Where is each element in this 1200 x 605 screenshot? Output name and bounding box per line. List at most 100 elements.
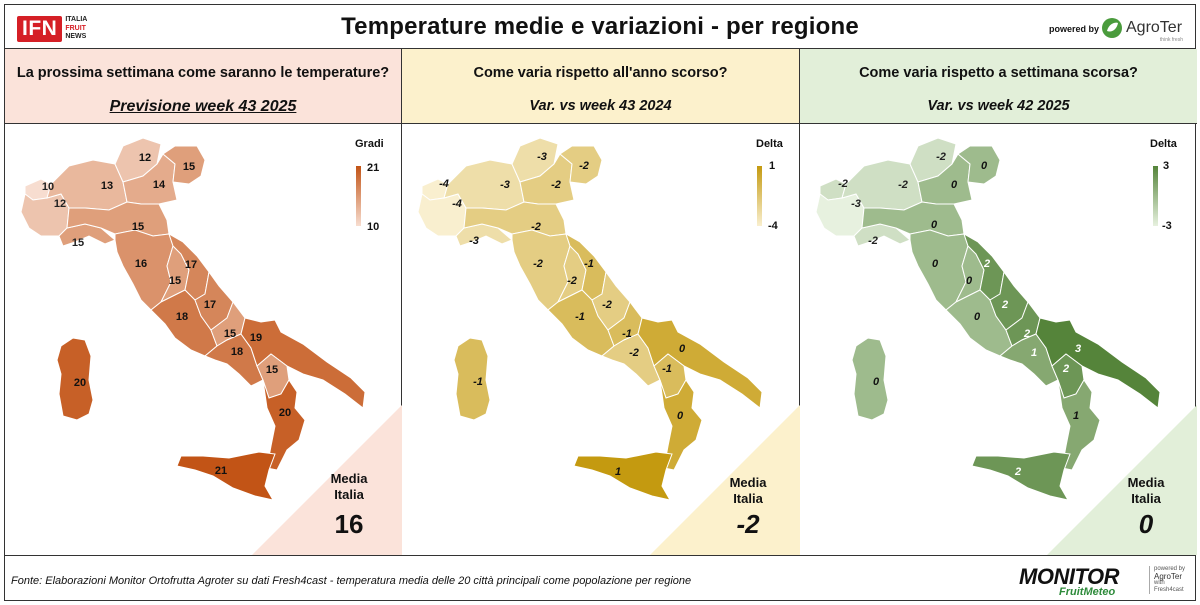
region-value-label: -1 (473, 376, 483, 388)
region-shapes (417, 137, 763, 501)
panel-var-week: Come varia rispetto a settimana scorsa? … (800, 49, 1197, 555)
region-sardegna (56, 337, 94, 421)
region-value-label: -2 (602, 299, 612, 311)
page-title: Temperature medie e variazioni - per reg… (341, 13, 859, 40)
panel-header: Come varia rispetto a settimana scorsa? … (800, 49, 1197, 124)
ifn-logo-line2: FRUIT (65, 24, 86, 32)
region-value-label: -4 (452, 198, 462, 210)
region-campania (999, 333, 1059, 387)
average-label-line1: Media (1127, 475, 1165, 490)
average-value: 16 (334, 509, 364, 539)
legend-title: Delta (756, 138, 783, 150)
region-value-label: 0 (974, 311, 981, 323)
region-value-label: 15 (183, 161, 195, 173)
region-value-label: 18 (176, 311, 188, 323)
region-value-label: 1 (1073, 410, 1079, 422)
region-value-label: -1 (575, 311, 585, 323)
region-value-label: 13 (101, 180, 113, 192)
legend-min: -3 (1162, 220, 1172, 232)
region-value-label: 12 (54, 198, 66, 210)
powered-by-label: powered by (1048, 24, 1099, 34)
monitor-logo-credit-line3: with (1154, 580, 1165, 586)
agroter-logo: AgroTer think fresh (1101, 15, 1185, 43)
panel-body: -4 -4 -3 -3 -2 -2 -3 -2 -2 -2 -1 -1 -2 -1 -2 0 -1 0 1 -1 De… (402, 124, 800, 555)
region-friuli-venezia-giulia (957, 145, 1001, 185)
region-value-label: 12 (139, 152, 151, 164)
region-value-label: 0 (951, 179, 958, 191)
legend-color-bar (356, 166, 361, 226)
legend-max: 3 (1163, 160, 1170, 172)
region-value-label: -1 (584, 258, 594, 270)
region-value-label: 15 (72, 237, 84, 249)
region-value-label: 15 (224, 328, 236, 340)
region-value-label: 0 (677, 410, 684, 422)
region-value-label: -1 (662, 363, 672, 375)
panel-subtitle: Var. vs week 43 2024 (529, 98, 672, 114)
panel-header: La prossima settimana come saranno le te… (5, 49, 401, 124)
average-label: Media Italia (309, 471, 389, 503)
region-value-label: 10 (42, 181, 54, 193)
infographic-frame: IFN ITALIA FRUIT NEWS Temperature medie … (4, 4, 1197, 601)
monitor-logo-credit-line4: Fresh4cast (1154, 587, 1184, 593)
region-value-label: 18 (231, 346, 243, 358)
legend-min: 10 (367, 221, 380, 233)
region-sicilia (176, 451, 276, 501)
monitor-fruitmeteo-logo: MONITOR FruitMeteo (1019, 564, 1147, 598)
region-value-label: 0 (981, 160, 988, 172)
legend-max: 1 (769, 160, 776, 172)
region-value-label: 20 (279, 407, 291, 419)
italy-map-var-year: -4-4-3-3-2-2-3-2-2-2-1-1-2-1-2 0-101-1 (417, 137, 800, 555)
region-shapes (20, 137, 366, 501)
ifn-logo: IFN ITALIA FRUIT NEWS (17, 15, 87, 43)
average-label-line2: Italia (733, 491, 763, 506)
average-label-line2: Italia (334, 487, 364, 502)
region-value-label: 2 (1023, 328, 1030, 340)
region-value-label: -2 (579, 160, 589, 172)
region-value-label: -2 (567, 275, 577, 287)
corner-triangle (650, 405, 800, 555)
monitor-logo-credit-line2: AgroTer (1154, 572, 1183, 581)
corner-triangle (252, 405, 402, 555)
region-value-label: 21 (215, 465, 227, 477)
region-calabria (1057, 379, 1101, 471)
region-friuli-venezia-giulia (559, 145, 603, 185)
region-value-label: -2 (868, 235, 878, 247)
region-value-label: 2 (1062, 363, 1069, 375)
legend-color-bar (1153, 166, 1158, 226)
average-value: -2 (736, 509, 760, 539)
region-sardegna (453, 337, 491, 421)
region-value-label: 20 (74, 377, 86, 389)
source-note: Fonte: Elaborazioni Monitor Ortofrutta A… (11, 575, 692, 587)
region-value-label: 1 (1031, 347, 1037, 359)
region-value-label: -2 (531, 221, 541, 233)
panel-var-year: Come varia rispetto all'anno scorso? Var… (402, 49, 800, 555)
region-value-label: 0 (679, 343, 686, 355)
panel-question: La prossima settimana come saranno le te… (16, 65, 390, 81)
monitor-logo-credits: powered by AgroTer with Fresh4cast (1149, 566, 1189, 594)
legend-max: 21 (367, 162, 380, 174)
panel-body: 10 12 13 12 14 15 15 15 16 15 17 18 17 15 18 19 15 20 21 20… (5, 124, 402, 555)
region-value-label: 1 (615, 466, 621, 478)
region-value-label: -3 (537, 151, 547, 163)
corner-triangle (1047, 405, 1197, 555)
region-sicilia (573, 451, 673, 501)
region-friuli-venezia-giulia (162, 145, 206, 185)
region-value-label: -4 (439, 178, 449, 190)
panel-forecast: La prossima settimana come saranno le te… (5, 49, 402, 555)
region-value-label: 0 (873, 376, 880, 388)
legend-color-bar (757, 166, 762, 226)
region-sicilia (971, 451, 1071, 501)
region-value-label: -2 (533, 258, 543, 270)
region-value-label: 2 (1014, 466, 1021, 478)
panel-question: Come varia rispetto all'anno scorso? (473, 65, 728, 81)
region-value-label: -3 (469, 235, 479, 247)
region-campania (601, 333, 661, 387)
region-value-label: -2 (838, 178, 848, 190)
region-calabria (659, 379, 703, 471)
header: IFN ITALIA FRUIT NEWS Temperature medie … (5, 5, 1195, 49)
legend-title: Gradi (355, 138, 384, 150)
region-value-label: -2 (551, 179, 561, 191)
average-label-line2: Italia (1131, 491, 1161, 506)
